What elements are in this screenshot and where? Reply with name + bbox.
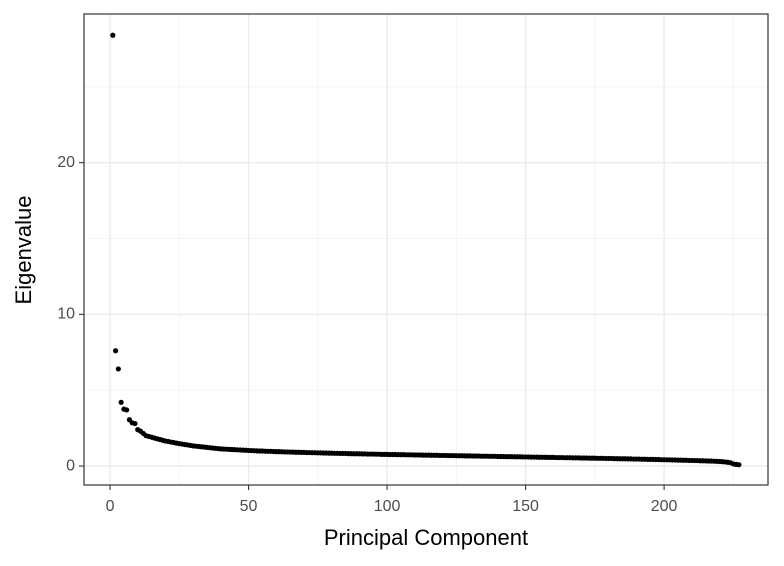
grid [84,14,768,485]
point [132,420,138,427]
point [115,366,121,372]
points [110,32,742,468]
point [124,407,130,413]
x-tick-label: 200 [651,498,678,515]
x-tick-label: 50 [240,498,258,515]
y-tick-label: 10 [57,306,75,323]
y-tick-label: 20 [57,154,75,171]
x-tick-label: 150 [512,498,539,515]
x-axis-title: Principal Component [324,525,528,550]
point [110,32,116,38]
y-axis-title: Eigenvalue [11,196,36,305]
x-tick-label: 0 [106,498,115,515]
panel-border [83,13,769,486]
point [736,462,742,468]
y-tick-label: 0 [66,457,75,474]
point [118,399,124,405]
point [112,348,119,354]
x-tick-label: 100 [374,498,401,515]
